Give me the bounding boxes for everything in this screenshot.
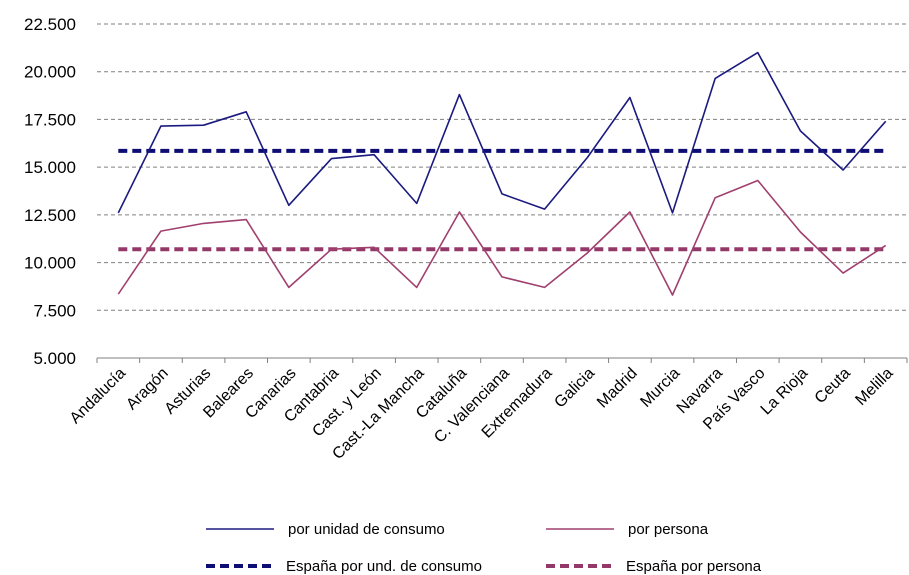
x-tick-label: Melilla (852, 365, 896, 409)
y-tick-label: 20.000 (24, 63, 76, 82)
gridlines (97, 23, 907, 311)
series-lines (117, 51, 887, 296)
y-tick-label: 5.000 (33, 349, 76, 368)
x-tick-label: C. Valenciana (431, 365, 513, 447)
y-tick-label: 15.000 (24, 158, 76, 177)
x-tick-label: La Rioja (758, 365, 812, 419)
y-tick-label: 12.500 (24, 206, 76, 225)
legend-label: por persona (628, 521, 709, 538)
series-line (117, 51, 887, 214)
x-tick-label: Ceuta (812, 365, 854, 407)
series-line (117, 179, 887, 296)
y-tick-label: 22.500 (24, 15, 76, 34)
x-axis: AndalucíaAragónAsturiasBalearesCanariasC… (67, 357, 908, 463)
x-tick-label: Madrid (594, 365, 641, 412)
y-axis: 5.000 7.500 10.000 12.500 15.000 17.500 20.000… (24, 15, 76, 368)
y-tick-label: 10.000 (24, 254, 76, 273)
x-tick-label: Andalucía (67, 365, 129, 427)
y-tick-label: 17.500 (24, 110, 76, 129)
legend-label: por unidad de consumo (288, 521, 445, 538)
legend-label: España por persona (626, 558, 762, 575)
legend-label: España por und. de consumo (286, 558, 482, 575)
legend: por unidad de consumo por persona España p… (206, 521, 762, 575)
x-tick-label: Galicia (551, 365, 598, 412)
y-tick-label: 7.500 (33, 301, 76, 320)
